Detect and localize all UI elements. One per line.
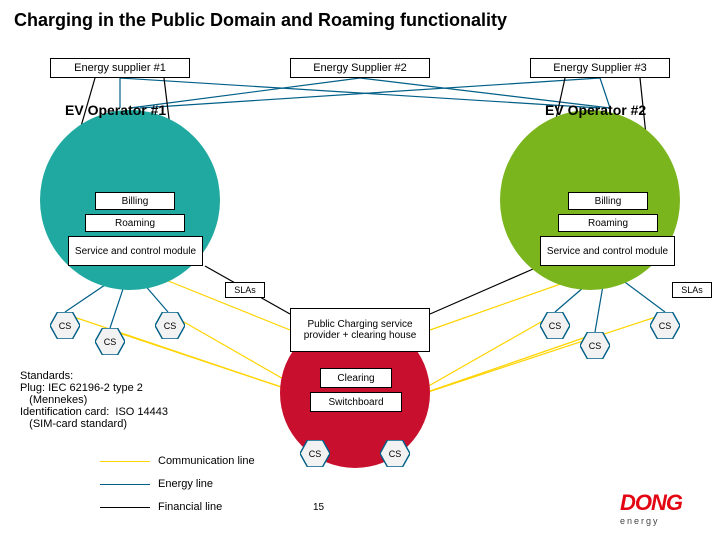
cs-hex-0: CS (50, 312, 80, 339)
ev-operator-label-1: EV Operator #2 (545, 102, 646, 118)
op2-stack-1: Roaming (558, 214, 658, 232)
cs-hex-5: CS (650, 312, 680, 339)
ev-operator-label-0: EV Operator #1 (65, 102, 166, 118)
op1-stack-2: Service and control module (68, 236, 203, 266)
page-number: 15 (313, 502, 324, 513)
op1-stack-1: Roaming (85, 214, 185, 232)
op2-stack-0: Billing (568, 192, 648, 210)
cs-hex-7: CS (380, 440, 410, 467)
dong-energy-logo: DONG energy (620, 490, 682, 526)
cs-hex-6: CS (300, 440, 330, 467)
energy-supplier-box-1: Energy Supplier #2 (290, 58, 430, 78)
sla-box-1: SLAs (672, 282, 712, 298)
cs-hex-2: CS (155, 312, 185, 339)
standards-text: Standards:Plug: IEC 62196-2 type 2 (Menn… (20, 370, 168, 430)
energy-supplier-box-0: Energy supplier #1 (50, 58, 190, 78)
op2-stack-2: Service and control module (540, 236, 675, 266)
page-title: Charging in the Public Domain and Roamin… (14, 10, 507, 31)
cs-hex-3: CS (540, 312, 570, 339)
energy-supplier-box-2: Energy Supplier #3 (530, 58, 670, 78)
pcsp-box: Public Charging service provider + clear… (290, 308, 430, 352)
clearing-box: Clearing (320, 368, 392, 388)
legend-row-2: Financial line (100, 501, 222, 513)
cs-hex-4: CS (580, 332, 610, 359)
legend-row-1: Energy line (100, 478, 213, 490)
sla-box-0: SLAs (225, 282, 265, 298)
op1-stack-0: Billing (95, 192, 175, 210)
switchboard-box: Switchboard (310, 392, 402, 412)
legend-row-0: Communication line (100, 455, 255, 467)
cs-hex-1: CS (95, 328, 125, 355)
